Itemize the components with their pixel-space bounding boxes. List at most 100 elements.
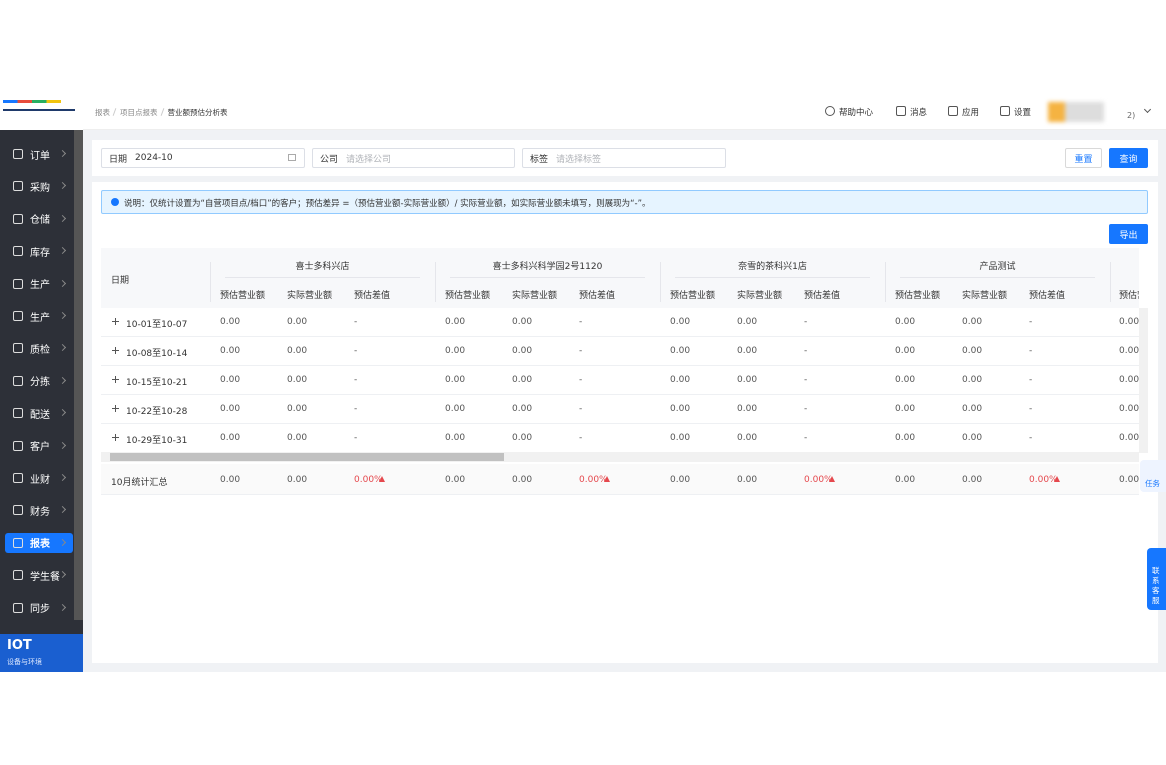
filter-input[interactable]: 公司 请选择公司	[312, 148, 515, 168]
cell: 0.00	[220, 317, 241, 327]
summary-cell: 0.00%	[1029, 475, 1058, 485]
query-button[interactable]: 查询	[1109, 148, 1148, 168]
expand-icon[interactable]	[112, 376, 119, 383]
logo-line	[3, 109, 75, 111]
menu-item[interactable]: 客户	[30, 442, 50, 454]
cell: 0.00	[962, 317, 983, 327]
reset-button[interactable]: 重置	[1065, 148, 1102, 168]
cell: 0.00	[962, 375, 983, 385]
menu-item[interactable]: 生产	[30, 312, 50, 324]
menu-item[interactable]: 质检	[30, 344, 50, 356]
row-date: 10-15至10-21	[126, 378, 188, 388]
export-button[interactable]: 导出	[1109, 224, 1148, 244]
filter-value: 请选择标签	[556, 154, 602, 165]
sidebar-scrollbar	[74, 130, 83, 620]
cell: -	[579, 317, 583, 327]
date-header: 日期	[111, 276, 130, 286]
menu-item[interactable]: 配送	[30, 409, 50, 421]
header-sep	[660, 262, 661, 302]
cell: -	[1029, 375, 1033, 385]
hscroll-thumb[interactable]	[110, 453, 504, 461]
menu-item[interactable]: 学生餐	[30, 571, 60, 583]
menu-icon	[13, 570, 23, 581]
menu-item[interactable]: 生产	[30, 280, 50, 292]
menu-item[interactable]: 同步	[30, 604, 50, 616]
header	[83, 97, 1166, 130]
cell: 0.00	[895, 346, 916, 356]
breadcrumb-item[interactable]: 报表	[95, 108, 110, 117]
cell: 0.00	[220, 433, 241, 443]
header-sep	[210, 262, 211, 302]
cell: -	[579, 404, 583, 414]
hscroll-track	[101, 452, 1139, 462]
cell: 0.00	[737, 346, 758, 356]
cell: -	[579, 346, 583, 356]
cell: -	[804, 346, 808, 356]
menu-icon	[13, 602, 23, 613]
filter-label: 日期	[109, 154, 128, 165]
header-action[interactable]: 设置	[1014, 108, 1032, 118]
cell: -	[804, 317, 808, 327]
header-icon	[825, 106, 835, 116]
cell: -	[354, 433, 358, 443]
filter-input[interactable]: 标签 请选择标签	[522, 148, 726, 168]
menu-item[interactable]: 报表	[30, 539, 50, 551]
cell: -	[354, 346, 358, 356]
filter-input[interactable]: 日期 2024-10	[101, 148, 305, 168]
menu-item[interactable]: 仓储	[30, 215, 50, 227]
cell: 0.00	[287, 433, 308, 443]
iot-panel	[0, 634, 83, 672]
task-tab	[1140, 460, 1166, 492]
cell: -	[804, 375, 808, 385]
sub-header: 实际营业额	[962, 291, 1008, 301]
calendar-icon	[288, 154, 296, 161]
breadcrumb-item[interactable]: 项目点报表	[120, 108, 158, 117]
sub-header: 预估营业额	[670, 291, 716, 301]
summary-cell: 0.00	[287, 475, 308, 485]
table-header-bg	[101, 248, 1139, 308]
menu-item[interactable]: 业财	[30, 474, 50, 486]
cell: 0.00	[512, 317, 533, 327]
cell: -	[354, 375, 358, 385]
expand-icon[interactable]	[112, 347, 119, 354]
cell: 0.00	[220, 404, 241, 414]
expand-icon[interactable]	[112, 405, 119, 412]
header-action[interactable]: 帮助中心	[839, 108, 874, 118]
summary-cell: 0.00%	[354, 475, 383, 485]
header-action[interactable]: 应用	[962, 108, 980, 118]
cell: -	[1029, 433, 1033, 443]
cell: 0.00	[895, 433, 916, 443]
header-action[interactable]: 消息	[910, 108, 928, 118]
task-label[interactable]: 任务	[1145, 479, 1160, 488]
cell: -	[579, 375, 583, 385]
cell: 0.00	[220, 375, 241, 385]
menu-item[interactable]: 库存	[30, 247, 50, 259]
cell: -	[1029, 317, 1033, 327]
header-icon	[1000, 106, 1010, 116]
sub-header: 实际营业额	[737, 291, 783, 301]
expand-icon[interactable]	[112, 318, 119, 325]
summary-cell: 0.00%	[804, 475, 833, 485]
store-underline	[900, 277, 1095, 278]
store-underline	[450, 277, 645, 278]
menu-item[interactable]: 采购	[30, 182, 50, 194]
row-date: 10-01至10-07	[126, 320, 188, 330]
store-name: 奈雪的茶科兴1店	[738, 262, 807, 272]
menu-icon	[13, 375, 23, 386]
cell: -	[804, 433, 808, 443]
menu-icon	[13, 505, 23, 516]
avatar	[1048, 102, 1104, 122]
user-name[interactable]: 2)	[1127, 111, 1136, 120]
menu-item[interactable]: 订单	[30, 150, 50, 162]
summary-cell: 0.00	[1119, 475, 1139, 485]
cell: 0.00	[737, 375, 758, 385]
cell: 0.00	[220, 346, 241, 356]
cell: 0.00	[287, 317, 308, 327]
cell: 0.00	[1119, 404, 1139, 414]
menu-item[interactable]: 财务	[30, 506, 50, 518]
notice-text: 说明：仅统计设置为“自营项目点/档口”的客户；预估差异 =（预估营业额-实际营业…	[124, 199, 651, 209]
expand-icon[interactable]	[112, 434, 119, 441]
menu-item[interactable]: 分拣	[30, 377, 50, 389]
service-label[interactable]: 联系客服	[1152, 566, 1160, 605]
menu-icon	[13, 246, 23, 257]
